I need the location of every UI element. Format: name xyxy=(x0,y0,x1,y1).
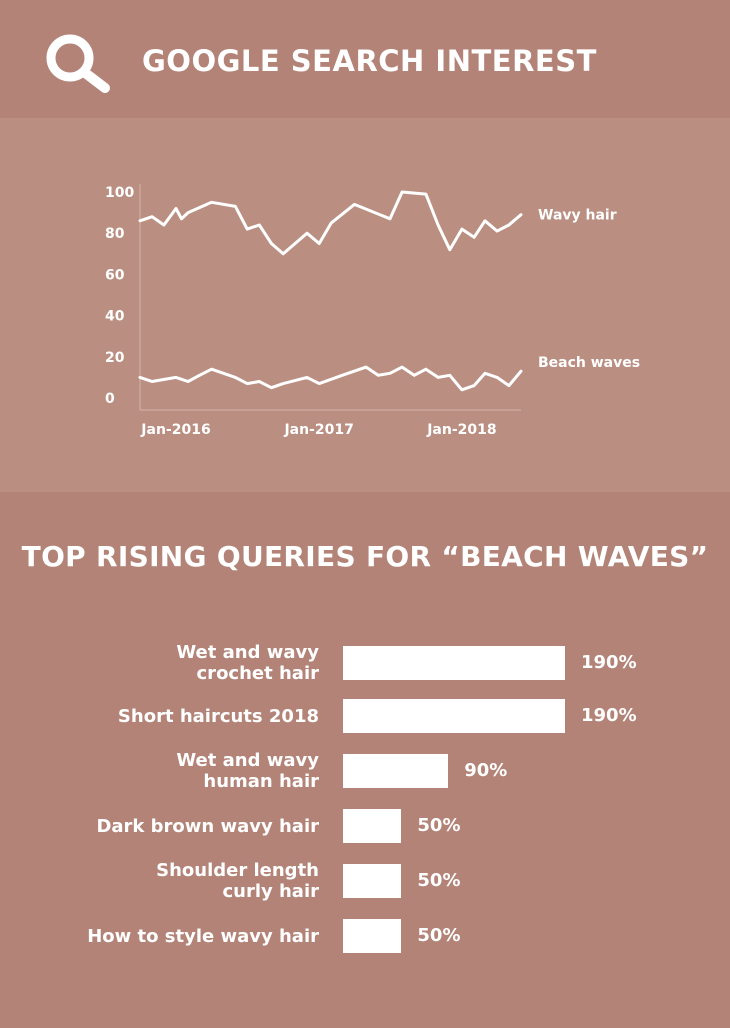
y-tick-label: 100 xyxy=(105,185,134,201)
line-chart: 100 80 60 40 20 0 Jan-2016 Jan-2017 Jan-2018 Wavy… xyxy=(105,184,640,438)
y-tick-label: 40 xyxy=(105,309,125,325)
bar xyxy=(343,754,449,788)
y-tick-label: 20 xyxy=(105,350,125,366)
line-chart-panel: 100 80 60 40 20 0 Jan-2016 Jan-2017 Jan-2018 Wavy… xyxy=(0,118,730,492)
search-icon xyxy=(46,34,110,93)
bar xyxy=(343,646,565,680)
bar-value-label: 50% xyxy=(417,815,461,836)
bar xyxy=(343,809,402,843)
bar-value-label: 190% xyxy=(581,652,637,673)
x-tick-label: Jan-2017 xyxy=(283,422,353,438)
bar xyxy=(343,919,402,953)
series-line-beach-waves xyxy=(138,365,523,392)
y-tick-label: 80 xyxy=(105,226,125,242)
x-tick-label: Jan-2018 xyxy=(426,422,496,438)
series-label: Wavy hair xyxy=(538,208,617,224)
series-line-wavy-hair xyxy=(138,190,523,256)
bar-chart-title: TOP RISING QUERIES FOR “BEACH WAVES” xyxy=(21,540,709,573)
bar-value-label: 50% xyxy=(417,925,461,946)
bar-category-label: Dark brown wavy hair xyxy=(96,815,319,837)
header-title: GOOGLE SEARCH INTEREST xyxy=(142,44,597,78)
bar-value-label: 90% xyxy=(464,760,508,781)
bar-category-label: Shoulder length curly hair xyxy=(156,860,319,902)
bar-category-label: How to style wavy hair xyxy=(87,925,319,947)
bar-category-label: Wet and wavy crochet hair xyxy=(176,642,319,684)
bar-value-label: 190% xyxy=(581,705,637,726)
bar-value-label: 50% xyxy=(417,870,461,891)
bar-category-label: Wet and wavy human hair xyxy=(176,750,319,792)
x-tick-label: Jan-2016 xyxy=(140,422,210,438)
bar xyxy=(343,864,402,898)
bar-category-label: Short haircuts 2018 xyxy=(117,705,319,727)
y-tick-label: 0 xyxy=(105,391,115,407)
bar xyxy=(343,699,565,733)
series-label: Beach waves xyxy=(538,355,640,371)
header xyxy=(0,0,730,118)
y-tick-label: 60 xyxy=(105,267,125,283)
